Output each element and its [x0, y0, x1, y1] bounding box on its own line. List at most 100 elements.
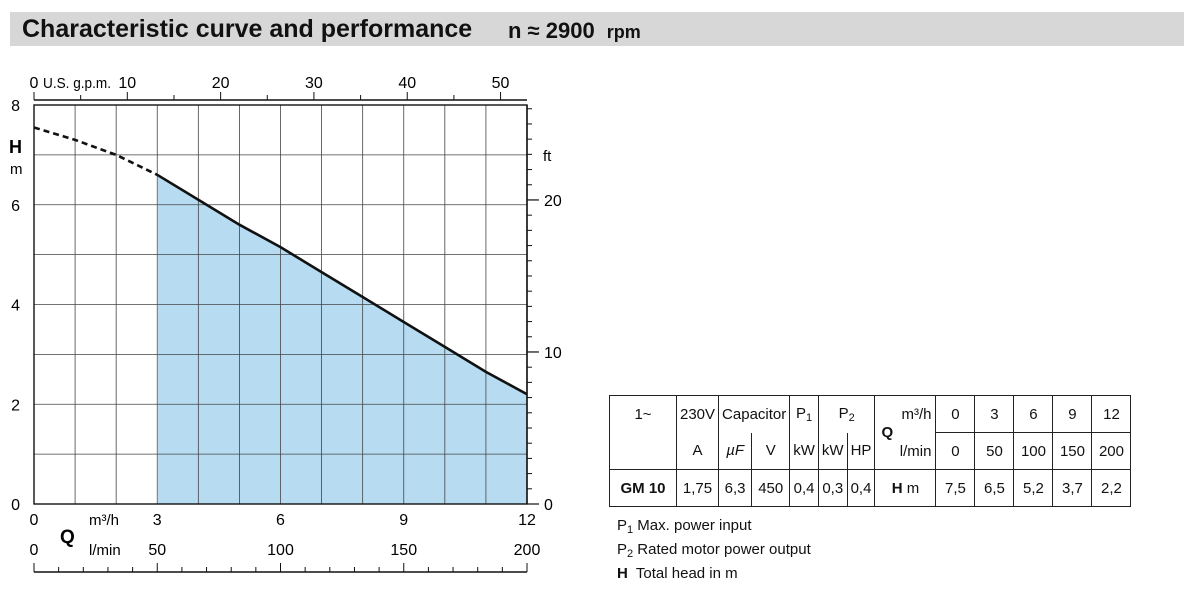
q-m3h-cell-3: 9 [1052, 395, 1093, 433]
operating-range-fill [157, 174, 527, 504]
m3h-tick-label: 0 [30, 512, 39, 529]
legend-p1-sub: 1 [627, 524, 634, 536]
unit-a-cell: A [675, 432, 720, 470]
gpm-tick-label: 30 [305, 75, 323, 92]
speed-prefix: n ≈ [508, 18, 540, 43]
y-tick-label: 2 [11, 397, 20, 414]
curve-dashed [33, 126, 158, 176]
y-tick-label: 8 [11, 98, 20, 115]
legend-h-symbol: H [617, 565, 628, 582]
q-lmin-cell-1: 50 [974, 432, 1015, 470]
table-row-model: GM 10 1,75 6,3 450 0,4 0,3 0,4 H m 7,5 6… [609, 469, 1132, 507]
title-bar [10, 12, 1184, 46]
p1-kw-cell: 0,4 [789, 469, 819, 507]
p1-sub: 1 [806, 411, 813, 424]
h-value-cell-0: 7,5 [935, 469, 976, 507]
q-m3h-cell-4: 12 [1091, 395, 1132, 433]
phase-cell: 1~ [609, 395, 677, 470]
gpm-tick-label: 0 [30, 75, 39, 92]
legend-h: H Total head in m [617, 564, 811, 584]
capacitor-cell: Capacitor [718, 395, 791, 433]
legend-p1-text: Max. power input [633, 517, 752, 534]
lmin-axis-unit: l/min [89, 542, 121, 559]
unit-kw2-cell: kW [817, 432, 848, 470]
phase-text: 1~ [634, 406, 652, 423]
gpm-tick-label: 40 [398, 75, 416, 92]
speed-value: 2900 [545, 18, 595, 43]
m3h-axis-unit: m³/h [89, 512, 119, 529]
h-value-cell-3: 3,7 [1052, 469, 1093, 507]
m3h-tick-label: 6 [276, 512, 285, 529]
q-m3h-cell-1: 3 [974, 395, 1015, 433]
m3h-tick-label: 3 [153, 512, 162, 529]
h-unit: m [906, 479, 920, 497]
unit-m3h: m³/h [901, 405, 932, 423]
p1-text: P [796, 404, 807, 422]
table-row-units: A µF V kW kW HP 0 50 100 150 200 [610, 432, 1132, 470]
ft-tick-label: 20 [544, 193, 562, 210]
legend-p1-symbol: P [617, 517, 628, 534]
gpm-tick-label: 20 [212, 75, 230, 92]
p1-header-cell: P1 [789, 395, 819, 433]
unit-lmin: l/min [899, 442, 932, 460]
h-value-cell-4: 2,2 [1091, 469, 1132, 507]
legend-p2-text: Rated motor power output [633, 541, 811, 558]
lmin-tick-label: 50 [148, 542, 166, 559]
legend-p2-symbol: P [617, 541, 628, 558]
legend: P1 Max. power input P2 Rated motor power… [617, 516, 811, 584]
y-tick-label: 4 [11, 298, 20, 315]
p2-kw-cell: 0,3 [817, 469, 848, 507]
model-cell: GM 10 [609, 469, 677, 507]
legend-p1: P1 Max. power input [617, 516, 811, 540]
speed-unit: rpm [606, 22, 641, 42]
curve-solid [156, 173, 528, 396]
ft-tick-label: 0 [544, 497, 553, 514]
q-m3h-cell-2: 6 [1013, 395, 1054, 433]
unit-kw1-cell: kW [789, 432, 819, 470]
p2-sub: 2 [848, 411, 855, 424]
p2-hp-cell: 0,4 [846, 469, 876, 507]
gpm-tick-label: 10 [118, 75, 136, 92]
p2-header-cell: P2 [817, 395, 876, 433]
unit-hp-cell: HP [846, 432, 876, 470]
q-lmin-cell-3: 150 [1052, 432, 1093, 470]
legend-p2-sub: 2 [627, 548, 634, 560]
speed-label: n ≈ 2900 rpm [508, 18, 641, 44]
y-tick-label: 0 [11, 497, 20, 514]
cap-uf-cell: 6,3 [718, 469, 753, 507]
lmin-tick-label: 100 [267, 542, 294, 559]
q-m3h-cell-0: 0 [935, 395, 976, 433]
gpm-axis-unit: U.S. g.p.m. [43, 75, 111, 92]
q-unit-cell: m³/h Q l/min [874, 395, 937, 470]
unit-v-cell: V [751, 432, 791, 470]
legend-h-text: Total head in m [627, 565, 738, 582]
lmin-tick-label: 0 [30, 542, 39, 559]
h-value-cell-1: 6,5 [974, 469, 1015, 507]
lmin-tick-label: 200 [514, 542, 541, 559]
y-tick-label: 6 [11, 198, 20, 215]
m3h-tick-label: 9 [399, 512, 408, 529]
performance-table: 1~ 230V Capacitor P1 P2 m³/h Q l/min 0 3… [609, 395, 1132, 507]
q-lmin-cell-0: 0 [935, 432, 976, 470]
unit-uf-cell: µF [718, 432, 753, 470]
cap-v-cell: 450 [751, 469, 791, 507]
voltage-cell: 230V [675, 395, 720, 433]
y-axis-unit: m [10, 161, 23, 178]
amps-cell: 1,75 [675, 469, 720, 507]
legend-p2: P2 Rated motor power output [617, 540, 811, 564]
gpm-tick-label: 50 [492, 75, 510, 92]
m3h-tick-label: 12 [518, 512, 536, 529]
p2-text: P [838, 404, 849, 422]
right-axis-unit: ft [543, 148, 552, 165]
page-title: Characteristic curve and performance [22, 15, 473, 43]
ft-tick-label: 10 [544, 345, 562, 362]
lmin-tick-label: 150 [390, 542, 417, 559]
capacitor-text: Capacitor [722, 405, 787, 423]
voltage-text: 230V [680, 405, 716, 423]
q-label: Q [881, 423, 894, 441]
x-axis-label: Q [60, 527, 75, 548]
y-axis-label: H [9, 137, 22, 157]
q-lmin-cell-2: 100 [1013, 432, 1054, 470]
